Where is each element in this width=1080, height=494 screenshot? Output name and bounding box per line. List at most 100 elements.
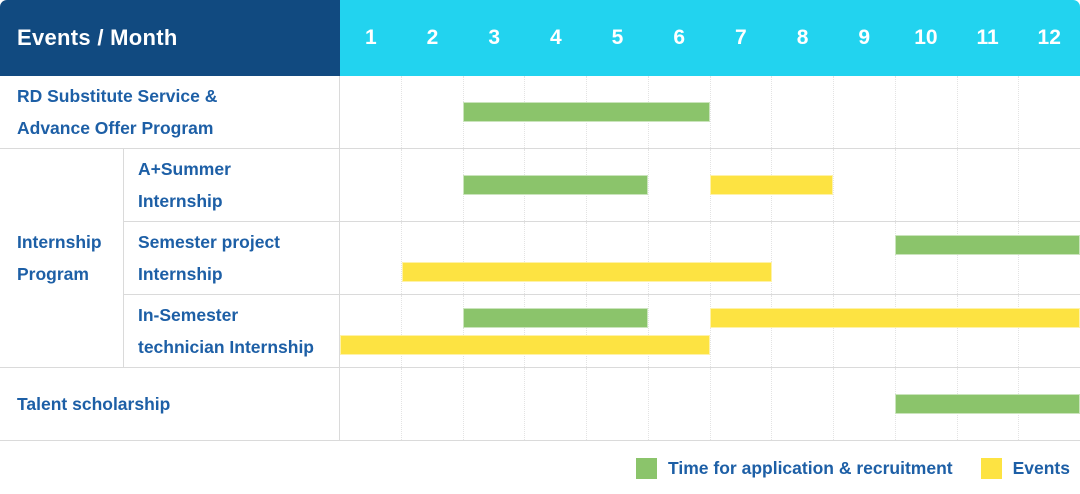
gantt-bar-application: [463, 308, 649, 328]
legend-swatch-green: [636, 458, 658, 479]
table-row: Semester project Internship: [124, 222, 1080, 295]
month-gridline-column: [894, 295, 957, 367]
gantt-bar-application: [895, 394, 1080, 414]
group-label: Internship Program: [0, 149, 124, 368]
month-gridline-column: [771, 76, 833, 148]
month-gridline-column: [524, 368, 586, 440]
gantt-bar-application: [895, 235, 1080, 255]
month-gridline-column: [1018, 295, 1080, 367]
month-gridline-column: [709, 76, 772, 148]
month-gridline-column: [709, 149, 772, 221]
month-gridline-column: [833, 368, 895, 440]
gantt-bar-events: [401, 262, 772, 282]
bars-cell: [340, 149, 1080, 221]
month-gridline-column: [894, 149, 957, 221]
month-gridline-column: [833, 295, 895, 367]
month-gridline-column: [833, 149, 895, 221]
month-gridline-column: [709, 295, 772, 367]
month-header-cell: 2: [426, 26, 439, 49]
gantt-bar-application: [463, 175, 649, 195]
table-row: In-Semester technician Internship: [124, 295, 1080, 368]
month-gridline-column: [894, 76, 957, 148]
month-gridline-column: [586, 222, 648, 294]
month-header-cell: 1: [364, 26, 377, 49]
month-header-cell: 3: [488, 26, 501, 49]
gantt-bar-events: [710, 308, 1080, 328]
month-gridline-column: [1018, 76, 1080, 148]
legend-label: Time for application & recruitment: [668, 458, 953, 478]
table-row: Talent scholarship: [0, 368, 1080, 441]
month-gridline-column: [340, 76, 401, 148]
month-gridline-column: [524, 222, 586, 294]
table-row: A+Summer Internship: [124, 149, 1080, 222]
month-header-cell: 4: [550, 26, 562, 49]
group-rows: A+Summer Internship Semester project Int…: [124, 149, 1080, 368]
month-gridline-column: [647, 368, 710, 440]
legend: Time for application & recruitment Events: [0, 458, 1080, 479]
month-gridline-column: [956, 295, 1019, 367]
month-gridline-column: [462, 222, 525, 294]
row-label: In-Semester technician Internship: [124, 295, 340, 367]
month-gridline-column: [833, 76, 895, 148]
gantt-bar-events: [710, 175, 834, 195]
month-gridline-column: [647, 149, 710, 221]
month-gridline-column: [647, 295, 710, 367]
month-gridline-column: [462, 149, 525, 221]
month-gridline-column: [647, 222, 710, 294]
legend-label: Events: [1012, 458, 1070, 478]
month-gridline-column: [400, 149, 463, 221]
month-gridline-column: [586, 368, 648, 440]
month-header-cell: 5: [611, 26, 624, 49]
month-gridline-column: [771, 222, 833, 294]
row-label: RD Substitute Service & Advance Offer Pr…: [0, 76, 340, 148]
internship-program-group: Internship Program A+Summer Internship S…: [0, 149, 1080, 368]
bars-cell: [340, 222, 1080, 294]
month-header-cell: 8: [796, 26, 809, 49]
month-gridline-column: [1018, 222, 1080, 294]
bars-cell: [340, 295, 1080, 367]
header-row: Events / Month 1 2 3 4 5 6 7 8 9 10 11 12: [0, 0, 1080, 76]
month-gridline-column: [462, 76, 525, 148]
events-month-header: Events / Month: [0, 0, 340, 76]
month-gridline-column: [956, 76, 1019, 148]
month-gridline-column: [462, 368, 525, 440]
row-label: A+Summer Internship: [124, 149, 340, 221]
month-gridline-column: [340, 368, 401, 440]
month-gridline-column: [340, 295, 401, 367]
month-header-cell: 12: [1037, 26, 1061, 49]
month-gridline-column: [462, 295, 525, 367]
month-gridline-column: [340, 222, 401, 294]
month-gridline-column: [709, 222, 772, 294]
month-gridline-column: [956, 222, 1019, 294]
month-gridline-column: [709, 368, 772, 440]
month-gridline-column: [524, 295, 586, 367]
row-label: Semester project Internship: [124, 222, 340, 294]
row-label: Talent scholarship: [0, 368, 340, 440]
legend-swatch-yellow: [980, 458, 1002, 479]
month-header-cell: 7: [735, 26, 747, 49]
month-header-cell: 11: [976, 26, 999, 49]
month-gridline-column: [833, 222, 895, 294]
month-header-row: 1 2 3 4 5 6 7 8 9 10 11 12: [340, 0, 1080, 76]
month-gridline-column: [400, 295, 463, 367]
bars-cell: [340, 368, 1080, 440]
gantt-bar-events: [340, 335, 710, 355]
month-header-cell: 6: [673, 26, 686, 49]
month-gridline-column: [400, 222, 463, 294]
month-header-cell: 10: [914, 26, 938, 49]
gantt-bar-application: [463, 102, 710, 122]
month-gridline-column: [771, 295, 833, 367]
legend-item: Events: [980, 458, 1070, 479]
month-header-cell: 9: [858, 26, 871, 49]
month-gridline-column: [771, 368, 833, 440]
month-gridline-column: [400, 368, 463, 440]
gantt-chart: Events / Month 1 2 3 4 5 6 7 8 9 10 11 12 RD Substi…: [0, 0, 1080, 441]
table-row: RD Substitute Service & Advance Offer Pr…: [0, 76, 1080, 149]
month-gridline-column: [956, 149, 1019, 221]
month-gridline-column: [400, 76, 463, 148]
table-body: RD Substitute Service & Advance Offer Pr…: [0, 76, 1080, 441]
month-gridline-column: [1018, 149, 1080, 221]
month-gridline-column: [586, 295, 648, 367]
month-gridline-column: [340, 149, 401, 221]
bars-cell: [340, 76, 1080, 148]
